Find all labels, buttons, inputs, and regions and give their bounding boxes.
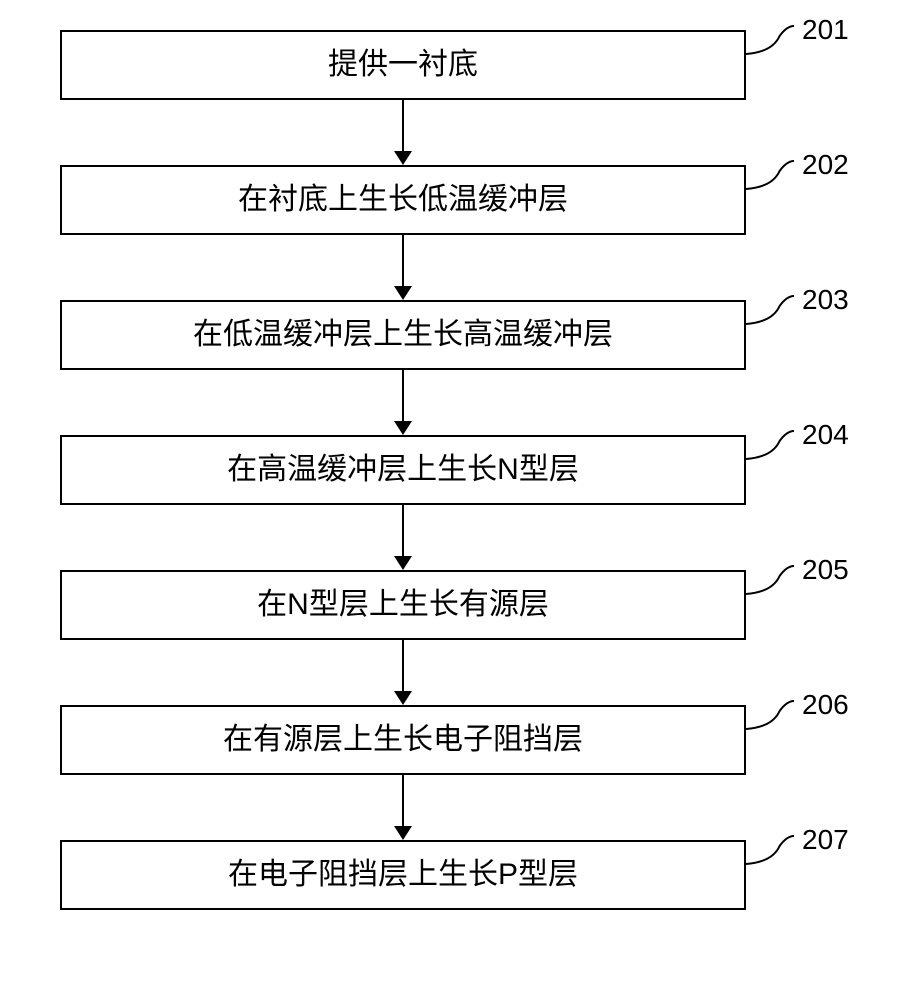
- step-number-201: 201: [802, 14, 849, 46]
- arrow-6: [60, 775, 746, 840]
- step-number-206: 206: [802, 689, 849, 721]
- arrow-5: [60, 640, 746, 705]
- label-curve-icon: [746, 834, 794, 866]
- label-curve-icon: [746, 429, 794, 461]
- label-curve-icon: [746, 564, 794, 596]
- step-box-204: 在高温缓冲层上生长N型层: [60, 435, 746, 505]
- step-number-205: 205: [802, 554, 849, 586]
- step-box-206: 在有源层上生长电子阻挡层: [60, 705, 746, 775]
- step-text-202: 在衬底上生长低温缓冲层: [238, 182, 568, 218]
- flowchart-container: 提供一衬底 201 在衬底上生长低温缓冲层: [60, 30, 810, 910]
- step-box-201: 提供一衬底: [60, 30, 746, 100]
- label-curve-icon: [746, 24, 794, 56]
- arrow-2: [60, 235, 746, 300]
- label-curve-icon: [746, 699, 794, 731]
- arrow-4: [60, 505, 746, 570]
- step-text-206: 在有源层上生长电子阻挡层: [223, 722, 583, 758]
- step-number-207: 207: [802, 824, 849, 856]
- step-label-203: 203: [746, 294, 849, 326]
- step-box-202: 在衬底上生长低温缓冲层: [60, 165, 746, 235]
- step-text-203: 在低温缓冲层上生长高温缓冲层: [193, 317, 613, 353]
- step-text-205: 在N型层上生长有源层: [257, 587, 549, 623]
- step-number-202: 202: [802, 149, 849, 181]
- step-label-207: 207: [746, 834, 849, 866]
- step-text-204: 在高温缓冲层上生长N型层: [227, 452, 579, 488]
- step-box-207: 在电子阻挡层上生长P型层: [60, 840, 746, 910]
- arrow-3: [60, 370, 746, 435]
- step-number-203: 203: [802, 284, 849, 316]
- step-label-205: 205: [746, 564, 849, 596]
- label-curve-icon: [746, 294, 794, 326]
- step-label-206: 206: [746, 699, 849, 731]
- step-text-201: 提供一衬底: [328, 47, 478, 83]
- step-text-207: 在电子阻挡层上生长P型层: [228, 857, 578, 893]
- step-box-205: 在N型层上生长有源层: [60, 570, 746, 640]
- step-label-201: 201: [746, 24, 849, 56]
- step-label-204: 204: [746, 429, 849, 461]
- step-box-203: 在低温缓冲层上生长高温缓冲层: [60, 300, 746, 370]
- arrow-1: [60, 100, 746, 165]
- label-curve-icon: [746, 159, 794, 191]
- step-number-204: 204: [802, 419, 849, 451]
- step-label-202: 202: [746, 159, 849, 191]
